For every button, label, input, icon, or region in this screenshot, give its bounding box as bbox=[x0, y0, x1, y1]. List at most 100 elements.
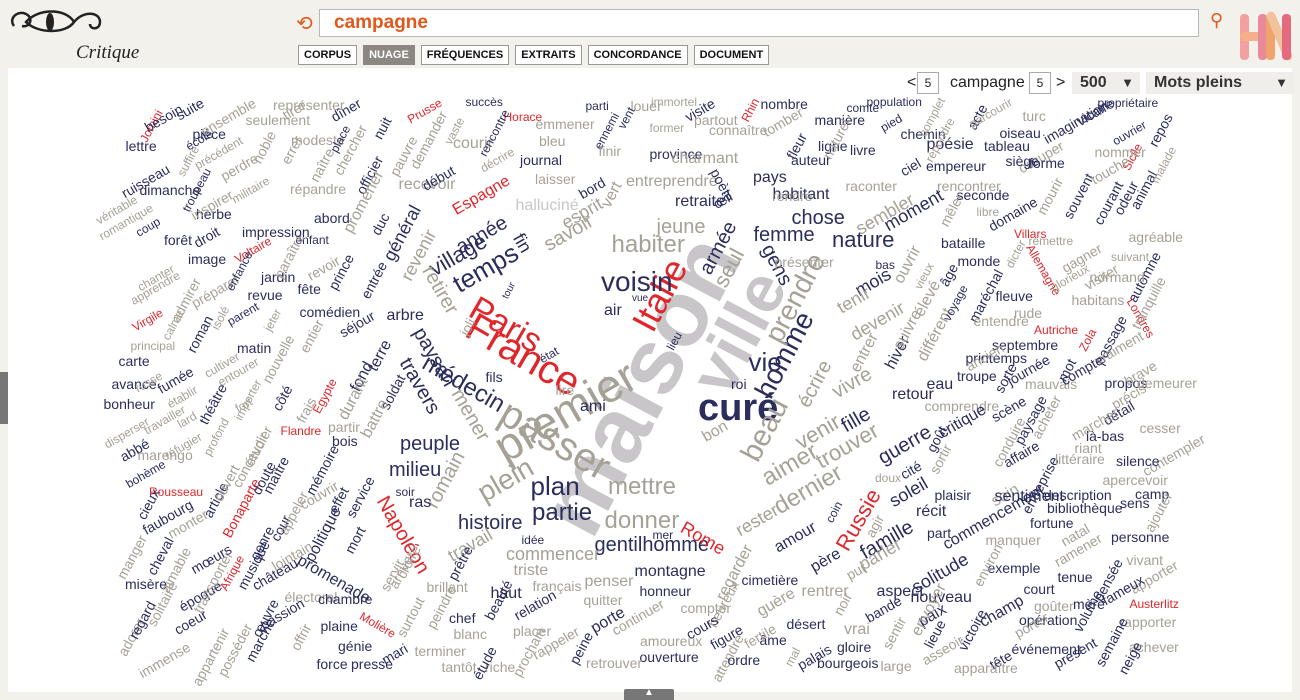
cloud-word[interactable]: goûter bbox=[1034, 598, 1074, 614]
context-left-input[interactable]: 5 bbox=[917, 72, 939, 94]
cloud-word[interactable]: rude bbox=[1014, 305, 1043, 321]
cloud-word[interactable]: doux bbox=[875, 471, 902, 485]
cloud-word[interactable]: turc bbox=[1022, 108, 1046, 124]
tab-concordance[interactable]: CONCORDANCE bbox=[587, 45, 688, 65]
cloud-word[interactable]: habitant bbox=[772, 186, 830, 203]
cloud-word[interactable]: littéraire bbox=[1055, 451, 1105, 467]
cloud-word[interactable]: livre bbox=[850, 142, 876, 158]
cloud-word[interactable]: oiseau bbox=[999, 125, 1041, 141]
cloud-word[interactable]: principal bbox=[130, 339, 176, 353]
cloud-word[interactable]: rentrer bbox=[801, 583, 849, 600]
cloud-word[interactable]: riche bbox=[485, 659, 516, 675]
cloud-word[interactable]: troupe bbox=[957, 368, 997, 384]
tab-nuage[interactable]: NUAGE bbox=[363, 45, 415, 65]
cloud-word[interactable]: gentilhomme bbox=[594, 534, 710, 556]
cloud-word[interactable]: agréable bbox=[1128, 229, 1184, 245]
cloud-word[interactable]: nature bbox=[832, 227, 895, 252]
cloud-word[interactable]: français bbox=[532, 578, 582, 594]
cloud-word[interactable]: opération bbox=[1019, 612, 1078, 628]
cloud-word[interactable]: emmener bbox=[535, 116, 595, 132]
cloud-word[interactable]: rapporter bbox=[1119, 614, 1177, 630]
cloud-word[interactable]: large bbox=[880, 658, 912, 674]
cloud-word[interactable]: impression bbox=[242, 224, 310, 240]
cloud-word[interactable]: parti bbox=[585, 99, 609, 113]
cloud-word[interactable]: poésie bbox=[926, 136, 974, 153]
cloud-word[interactable]: milieu bbox=[389, 459, 442, 481]
cloud-word[interactable]: soir bbox=[395, 485, 415, 499]
cloud-word[interactable]: remettre bbox=[1028, 234, 1074, 248]
cloud-word[interactable]: partout bbox=[694, 112, 738, 128]
cloud-word[interactable]: vrai bbox=[844, 621, 870, 638]
cloud-word[interactable]: triste bbox=[513, 562, 549, 579]
cloud-word[interactable]: journal bbox=[520, 152, 563, 168]
cloud-word[interactable]: cimetière bbox=[741, 572, 799, 588]
cloud-word[interactable]: Horace bbox=[503, 110, 543, 124]
cloud-word[interactable]: brillant bbox=[426, 579, 468, 595]
cloud-word[interactable]: retraite bbox=[675, 193, 725, 210]
cloud-word[interactable]: comte bbox=[846, 101, 880, 115]
tab-frequences[interactable]: FRÉQUENCES bbox=[420, 45, 510, 65]
cloud-word[interactable]: représenter bbox=[273, 97, 345, 113]
cloud-word[interactable]: Autriche bbox=[1034, 323, 1079, 337]
cloud-word[interactable]: entreprendre bbox=[626, 173, 718, 190]
cloud-word[interactable]: habitans bbox=[1071, 292, 1125, 308]
tab-document[interactable]: DOCUMENT bbox=[693, 45, 770, 65]
cloud-word[interactable]: chose bbox=[791, 207, 845, 229]
cloud-word[interactable]: manière bbox=[814, 112, 866, 128]
cloud-word[interactable]: récit bbox=[916, 503, 947, 520]
cloud-word[interactable]: penser bbox=[584, 573, 634, 590]
cloud-word[interactable]: succès bbox=[465, 95, 503, 109]
cloud-word[interactable]: histoire bbox=[458, 512, 523, 534]
cloud-word[interactable]: ouverture bbox=[639, 649, 699, 665]
cloud-word[interactable]: Rousseau bbox=[149, 485, 204, 499]
cloud-word[interactable]: printemps bbox=[965, 350, 1027, 366]
cloud-word[interactable]: seconde bbox=[956, 187, 1010, 203]
limit-select[interactable]: 500 ▼ bbox=[1072, 72, 1140, 94]
cloud-word[interactable]: mettre bbox=[608, 473, 677, 500]
cloud-word[interactable]: silence bbox=[1116, 453, 1160, 469]
cloud-word[interactable]: immortel bbox=[651, 95, 698, 109]
cloud-word[interactable]: modeste bbox=[291, 132, 345, 148]
cloud-word[interactable]: idée bbox=[521, 533, 545, 547]
search-input[interactable]: campagne bbox=[319, 9, 1199, 37]
cloud-word[interactable]: forme bbox=[1029, 155, 1065, 171]
cloud-word[interactable]: événement bbox=[1011, 641, 1081, 657]
filter-select[interactable]: Mots pleins ▼ bbox=[1146, 72, 1294, 94]
cloud-word[interactable]: répandre bbox=[290, 181, 347, 197]
cloud-word[interactable]: empereur bbox=[926, 158, 986, 174]
cloud-word[interactable]: abord bbox=[314, 210, 350, 226]
cloud-word[interactable]: riant bbox=[1074, 440, 1102, 456]
cloud-word[interactable]: là-bas bbox=[1086, 428, 1125, 444]
tab-corpus[interactable]: CORPUS bbox=[298, 45, 358, 65]
cloud-word[interactable]: sentiment bbox=[994, 488, 1064, 505]
cloud-word[interactable]: tableau bbox=[984, 138, 1030, 154]
cloud-word[interactable]: tenue bbox=[1057, 569, 1093, 585]
cloud-word[interactable]: part bbox=[927, 525, 952, 541]
cloud-word[interactable]: retrouver bbox=[586, 655, 643, 671]
cloud-word[interactable]: vie bbox=[748, 347, 782, 377]
cloud-word[interactable]: mère bbox=[1073, 596, 1105, 612]
cloud-word[interactable]: femme bbox=[753, 224, 815, 246]
cloud-word[interactable]: libre bbox=[976, 205, 1000, 219]
bottom-panel-handle[interactable]: ▲ bbox=[624, 687, 674, 700]
cloud-word[interactable]: jardin bbox=[261, 269, 296, 285]
cloud-word[interactable]: bleu bbox=[539, 133, 566, 149]
cloud-word[interactable]: roi bbox=[731, 376, 747, 392]
cloud-word[interactable]: recevoir bbox=[398, 176, 456, 193]
cloud-word[interactable]: âme bbox=[759, 632, 787, 648]
cloud-word[interactable]: nouveau bbox=[910, 589, 972, 606]
cloud-word[interactable]: fils bbox=[485, 369, 503, 385]
cloud-word[interactable]: laisser bbox=[535, 171, 576, 187]
cloud-word[interactable]: air bbox=[604, 302, 622, 319]
cloud-word[interactable]: description bbox=[1044, 487, 1112, 503]
cloud-word[interactable]: province bbox=[649, 146, 703, 162]
cloud-word[interactable]: désert bbox=[786, 616, 826, 632]
side-panel-handle[interactable] bbox=[0, 372, 8, 424]
cloud-word[interactable]: fleuve bbox=[995, 288, 1033, 304]
cloud-word[interactable]: apparaître bbox=[954, 660, 1018, 676]
cloud-word[interactable]: aspect bbox=[876, 583, 924, 600]
cloud-word[interactable]: camp bbox=[1135, 486, 1170, 502]
cloud-word[interactable]: chambre bbox=[318, 591, 373, 607]
reset-icon[interactable]: ⟲ bbox=[296, 13, 313, 35]
cloud-word[interactable]: exemple bbox=[987, 560, 1041, 576]
